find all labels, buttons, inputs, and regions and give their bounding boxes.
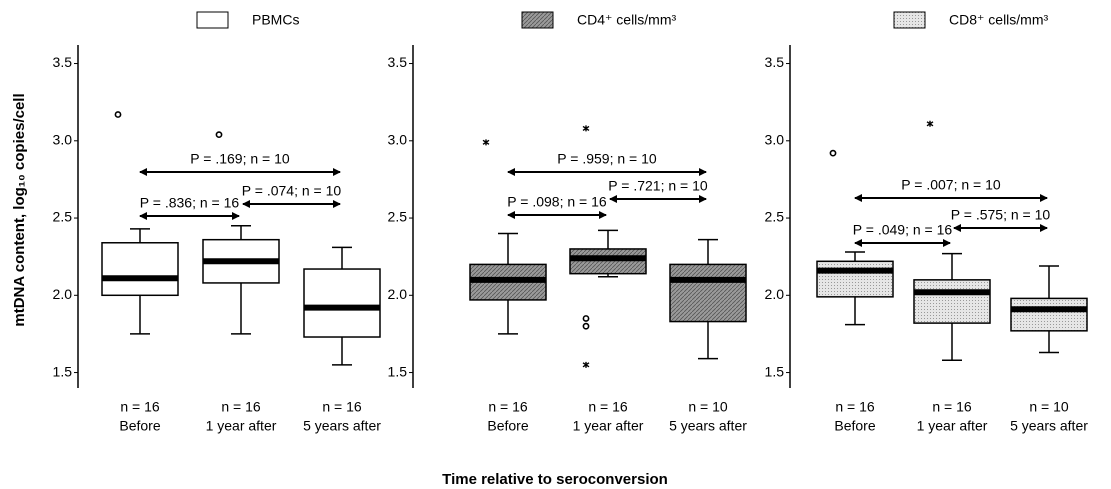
n-label: n = 16 [835, 399, 875, 415]
y-tick-label: 3.5 [388, 54, 408, 70]
x-tick-label: 5 years after [669, 418, 747, 434]
outlier [829, 149, 837, 157]
x-tick-label: 5 years after [1010, 418, 1088, 434]
y-tick-label: 2.5 [388, 209, 408, 225]
y-tick-label: 2.0 [388, 286, 408, 302]
p-value-annotation: P = .098; n = 16 [507, 194, 607, 210]
outlier [926, 120, 934, 127]
box [913, 279, 991, 324]
legend-swatch [196, 11, 229, 29]
y-tick-label: 2.5 [765, 209, 785, 225]
x-tick-label: Before [119, 418, 160, 434]
p-value-annotation: P = .575; n = 10 [951, 207, 1051, 223]
outlier [114, 111, 122, 118]
outlier [482, 139, 490, 146]
legend-label: CD4⁺ cells/mm³ [577, 12, 677, 28]
n-label: n = 16 [932, 399, 972, 415]
y-tick-label: 3.0 [388, 131, 408, 147]
x-tick-label: Before [487, 418, 528, 434]
outlier [582, 315, 590, 322]
p-value-annotation: P = .007; n = 10 [901, 177, 1001, 193]
x-tick-label: Before [834, 418, 875, 434]
p-value-annotation: P = .074; n = 10 [242, 183, 342, 199]
x-axis-label: Time relative to seroconversion [442, 471, 668, 488]
y-tick-label: 2.5 [53, 209, 73, 225]
legend-swatch [521, 11, 554, 29]
legend-swatch [893, 11, 926, 29]
box [1010, 297, 1088, 332]
y-axis-label: mtDNA content, log₁₀ copies/cell [11, 93, 28, 326]
y-tick-label: 1.5 [388, 363, 408, 379]
y-tick-label: 3.5 [765, 54, 785, 70]
box [303, 268, 381, 338]
n-label: n = 10 [688, 399, 728, 415]
legend-label: CD8⁺ cells/mm³ [949, 12, 1049, 28]
y-tick-label: 1.5 [53, 363, 73, 379]
y-tick-label: 3.0 [53, 131, 73, 147]
y-tick-label: 1.5 [765, 363, 785, 379]
n-label: n = 16 [588, 399, 628, 415]
n-label: n = 10 [1029, 399, 1069, 415]
n-label: n = 16 [221, 399, 261, 415]
box [816, 260, 894, 298]
x-tick-label: 5 years after [303, 418, 381, 434]
box [101, 242, 179, 297]
n-label: n = 16 [322, 399, 362, 415]
outlier [582, 322, 590, 330]
box [669, 263, 747, 323]
y-tick-label: 2.0 [53, 286, 73, 302]
outlier [215, 131, 223, 139]
n-label: n = 16 [120, 399, 160, 415]
p-value-annotation: P = .836; n = 16 [140, 195, 240, 211]
y-tick-label: 3.0 [765, 131, 785, 147]
outlier [582, 361, 590, 368]
x-tick-label: 1 year after [917, 418, 988, 434]
y-tick-label: 3.5 [53, 54, 73, 70]
x-tick-label: 1 year after [573, 418, 644, 434]
outlier [582, 125, 590, 132]
legend-label: PBMCs [252, 12, 299, 28]
p-value-annotation: P = .959; n = 10 [557, 151, 657, 167]
box [569, 248, 647, 275]
x-tick-label: 1 year after [206, 418, 277, 434]
p-value-annotation: P = .721; n = 10 [608, 178, 708, 194]
p-value-annotation: P = .049; n = 16 [853, 222, 953, 238]
p-value-annotation: P = .169; n = 10 [190, 151, 290, 167]
n-label: n = 16 [488, 399, 528, 415]
y-tick-label: 2.0 [765, 286, 785, 302]
